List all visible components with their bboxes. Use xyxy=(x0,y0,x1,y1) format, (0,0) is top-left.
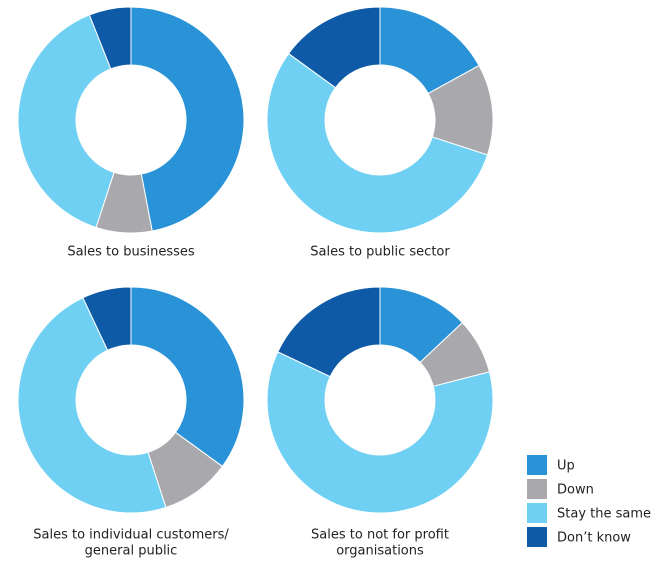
donut-slice xyxy=(130,286,245,468)
legend-swatch xyxy=(527,503,547,523)
chart-title: organisations xyxy=(336,544,424,559)
chart-title: Sales to not for profit xyxy=(311,528,449,543)
donut-slice xyxy=(88,6,132,70)
chart-title: Sales to public sector xyxy=(310,245,450,260)
legend-label: Down xyxy=(557,483,594,498)
donut-slice xyxy=(17,14,115,229)
donut-slice xyxy=(17,297,167,514)
legend-swatch xyxy=(527,527,547,547)
donut-slice xyxy=(266,52,489,234)
legend-label: Don’t know xyxy=(557,531,631,546)
donut-slice xyxy=(82,286,132,351)
donut-slice xyxy=(266,351,494,514)
legend-label: Stay the same xyxy=(557,507,651,522)
legend-swatch xyxy=(527,479,547,499)
chart-title: Sales to individual customers/ xyxy=(33,528,229,543)
legend-swatch xyxy=(527,455,547,475)
chart-title: Sales to businesses xyxy=(67,245,195,260)
chart-title: general public xyxy=(85,544,178,559)
legend-label: Up xyxy=(557,459,575,474)
donut-slice xyxy=(287,6,381,89)
donut-slice xyxy=(130,6,245,232)
donut-slice xyxy=(277,286,381,378)
